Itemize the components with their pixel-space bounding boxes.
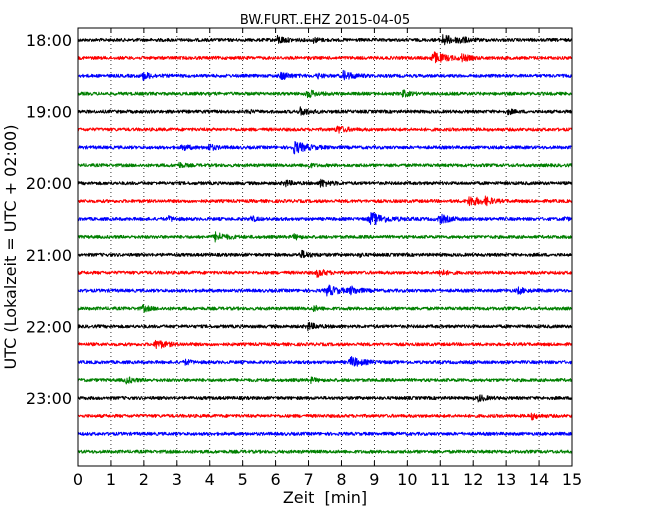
seismic-trace-2215 — [77, 339, 573, 350]
seismic-trace-2130 — [77, 284, 573, 297]
seismic-trace-2100 — [77, 249, 573, 259]
x-tick-label: 12 — [463, 470, 483, 489]
seismic-trace-1915 — [77, 125, 573, 134]
seismic-trace-2045 — [77, 231, 573, 243]
x-tick-label: 10 — [397, 470, 417, 489]
y-tick-label: 23:00 — [26, 389, 72, 408]
seismic-trace-2030 — [77, 212, 573, 226]
x-tick-label: 11 — [430, 470, 450, 489]
seismic-trace-2315 — [77, 412, 573, 421]
seismic-trace-1945 — [77, 161, 573, 169]
seismic-trace-2345 — [77, 449, 573, 454]
seismic-trace-1815 — [77, 51, 573, 64]
x-tick-label: 6 — [271, 470, 281, 489]
x-tick-label: 15 — [562, 470, 582, 489]
x-axis-label: Zeit [min] — [283, 488, 367, 507]
chart-title: BW.FURT..EHZ 2015-04-05 — [240, 13, 410, 28]
seismic-trace-2330 — [77, 431, 573, 436]
seismic-trace-1930 — [77, 140, 573, 155]
y-axis-label: UTC (Lokalzeit = UTC + 02:00) — [1, 125, 20, 370]
y-tick-label: 19:00 — [26, 103, 72, 122]
y-tick-label: 22:00 — [26, 317, 72, 336]
seismic-trace-2200 — [77, 321, 573, 332]
traces-group — [77, 34, 573, 454]
x-tick-label: 13 — [496, 470, 516, 489]
x-tick-label: 14 — [529, 470, 549, 489]
seismic-trace-1900 — [77, 106, 573, 116]
x-tick-label: 7 — [303, 470, 313, 489]
y-tick-label: 21:00 — [26, 246, 72, 265]
y-tick-label: 18:00 — [26, 31, 72, 50]
y-axis: 18:00 19:00 20:00 21:00 22:00 23:00 — [26, 31, 572, 408]
seismic-trace-2230 — [77, 355, 573, 367]
x-tick-label: 1 — [106, 470, 116, 489]
x-tick-label: 8 — [336, 470, 346, 489]
seismic-trace-1800 — [77, 34, 573, 46]
seismic-trace-2000 — [77, 178, 573, 188]
x-tick-label: 2 — [139, 470, 149, 489]
x-tick-label: 5 — [238, 470, 248, 489]
x-tick-label: 4 — [205, 470, 215, 489]
x-axis: 0 1 2 3 4 5 6 7 8 9 10 11 12 13 14 15 — [73, 28, 582, 489]
seismic-trace-1845 — [77, 89, 573, 99]
x-tick-label: 0 — [73, 470, 83, 489]
seismic-trace-2015 — [77, 195, 573, 207]
seismic-trace-2115 — [77, 269, 573, 278]
seismic-trace-2245 — [77, 376, 573, 385]
seismic-trace-1830 — [77, 69, 573, 82]
x-tick-label: 3 — [172, 470, 182, 489]
y-tick-label: 20:00 — [26, 174, 72, 193]
seismic-trace-2300 — [77, 394, 573, 403]
plot-frame — [77, 27, 573, 467]
x-tick-label: 9 — [369, 470, 379, 489]
seismic-trace-2145 — [77, 304, 573, 313]
